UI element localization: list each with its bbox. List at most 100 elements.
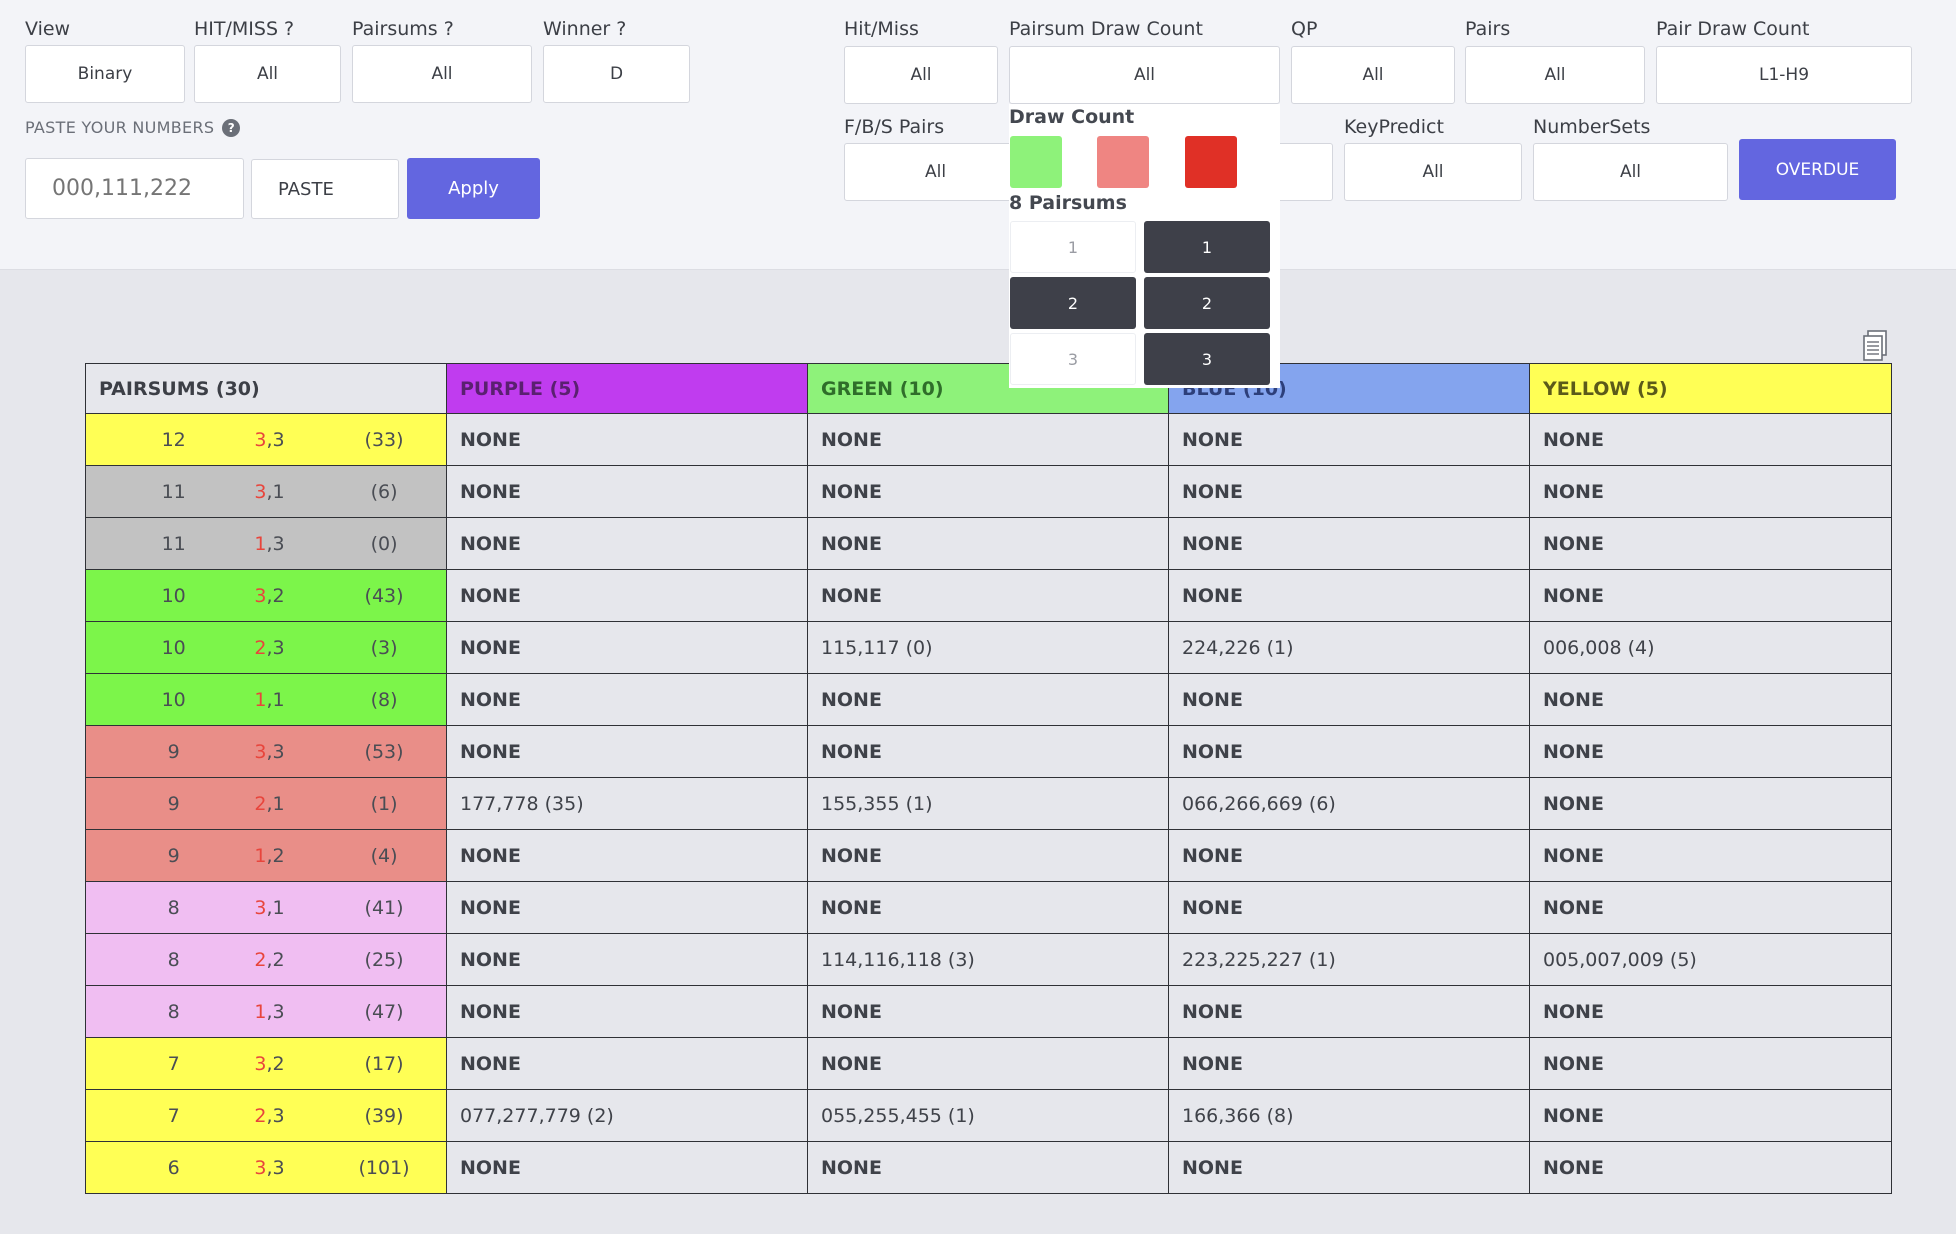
yellow-cell: NONE bbox=[1529, 725, 1892, 778]
purple-cell: 077,277,779 (2) bbox=[446, 1089, 808, 1142]
pairsum-count: (0) bbox=[370, 532, 398, 555]
yellow-cell: NONE bbox=[1529, 569, 1892, 622]
winner-q-label: Winner ? bbox=[543, 18, 627, 40]
pattern-first: 1 bbox=[254, 1000, 267, 1023]
pairsum-cell[interactable]: 9 3,3 (53) bbox=[85, 725, 447, 778]
pairsum-cell[interactable]: 10 3,2 (43) bbox=[85, 569, 447, 622]
pattern-second: 1 bbox=[272, 480, 285, 503]
pairsum-pattern: 3,1 bbox=[254, 480, 285, 503]
table-row: 11 1,3 (0) NONE NONE NONE NONE bbox=[85, 517, 1892, 570]
pattern-first: 3 bbox=[254, 480, 267, 503]
pairsum-draw-count-dropdown: Draw Count 8 Pairsums 1 2 3 1 2 3 bbox=[1009, 104, 1280, 388]
pairsum-value: 6 bbox=[167, 1156, 180, 1179]
pairsum-cell[interactable]: 10 2,3 (3) bbox=[85, 621, 447, 674]
pairsum-cell[interactable]: 11 3,1 (6) bbox=[85, 465, 447, 518]
fbs-pairs-label: F/B/S Pairs bbox=[844, 116, 945, 138]
pairsum-cell[interactable]: 12 3,3 (33) bbox=[85, 413, 447, 466]
blue-cell: 066,266,669 (6) bbox=[1168, 777, 1530, 830]
overdue-button[interactable]: OVERDUE bbox=[1739, 139, 1896, 200]
pairsum-pattern: 1,1 bbox=[254, 688, 285, 711]
header-purple[interactable]: PURPLE (5) bbox=[446, 363, 808, 414]
purple-cell: NONE bbox=[446, 413, 808, 466]
pairsum-left-option-2[interactable]: 2 bbox=[1010, 277, 1136, 329]
table-row: 6 3,3 (101) NONE NONE NONE NONE bbox=[85, 1141, 1892, 1194]
winner-q-select[interactable]: D bbox=[543, 45, 690, 103]
view-select[interactable]: Binary bbox=[25, 45, 185, 103]
pairsum-cell[interactable]: 9 1,2 (4) bbox=[85, 829, 447, 882]
copy-icon[interactable] bbox=[1862, 330, 1888, 362]
pairsum-cell[interactable]: 7 3,2 (17) bbox=[85, 1037, 447, 1090]
table-row: 9 2,1 (1) 177,778 (35) 155,355 (1) 066,266,66… bbox=[85, 777, 1892, 830]
pairsum-content: 7 2,3 (39) bbox=[99, 1090, 433, 1141]
qp-select[interactable]: All bbox=[1291, 46, 1455, 104]
pattern-second: 3 bbox=[272, 1104, 285, 1127]
paste-button[interactable]: PASTE bbox=[251, 159, 399, 219]
pairsum-cell[interactable]: 11 1,3 (0) bbox=[85, 517, 447, 570]
pairsum-left-option-3[interactable]: 3 bbox=[1010, 333, 1136, 385]
pairsum-right-option-3[interactable]: 3 bbox=[1144, 333, 1270, 385]
pairsum-content: 6 3,3 (101) bbox=[99, 1142, 433, 1193]
pairsum-cell[interactable]: 9 2,1 (1) bbox=[85, 777, 447, 830]
pair-draw-count-select[interactable]: L1-H9 bbox=[1656, 46, 1912, 104]
green-cell: NONE bbox=[807, 673, 1169, 726]
pink-swatch[interactable] bbox=[1097, 136, 1149, 188]
header-pairsums[interactable]: PAIRSUMS (30) bbox=[85, 363, 447, 414]
green-swatch[interactable] bbox=[1010, 136, 1062, 188]
blue-cell: NONE bbox=[1168, 517, 1530, 570]
pairsum-right-option-2[interactable]: 2 bbox=[1144, 277, 1270, 329]
pairsum-value: 12 bbox=[161, 428, 186, 451]
pairsum-draw-count-select[interactable]: All bbox=[1009, 46, 1280, 104]
pairsum-content: 9 3,3 (53) bbox=[99, 726, 433, 777]
green-cell: NONE bbox=[807, 1037, 1169, 1090]
pairsum-cell[interactable]: 8 1,3 (47) bbox=[85, 985, 447, 1038]
table-header-row: PAIRSUMS (30) PURPLE (5) GREEN (10) BLUE… bbox=[85, 363, 1892, 414]
table-row: 8 1,3 (47) NONE NONE NONE NONE bbox=[85, 985, 1892, 1038]
blue-cell: NONE bbox=[1168, 881, 1530, 934]
pairsum-pattern: 1,3 bbox=[254, 1000, 285, 1023]
pairsum-cell[interactable]: 10 1,1 (8) bbox=[85, 673, 447, 726]
purple-cell: NONE bbox=[446, 829, 808, 882]
help-icon[interactable]: ? bbox=[222, 118, 241, 137]
purple-cell: NONE bbox=[446, 881, 808, 934]
red-swatch[interactable] bbox=[1185, 136, 1237, 188]
blue-cell: NONE bbox=[1168, 673, 1530, 726]
keypredict-label: KeyPredict bbox=[1344, 116, 1444, 138]
numbersets-select[interactable]: All bbox=[1533, 143, 1728, 201]
pairsum-cell[interactable]: 7 2,3 (39) bbox=[85, 1089, 447, 1142]
pairsum-count: (17) bbox=[364, 1052, 404, 1075]
hitmiss-q-select[interactable]: All bbox=[194, 45, 341, 103]
purple-cell: NONE bbox=[446, 465, 808, 518]
pairsum-cell[interactable]: 8 2,2 (25) bbox=[85, 933, 447, 986]
table-row: 10 2,3 (3) NONE 115,117 (0) 224,226 (1) 006,00… bbox=[85, 621, 1892, 674]
pattern-first: 1 bbox=[254, 688, 267, 711]
pairsum-cell[interactable]: 6 3,3 (101) bbox=[85, 1141, 447, 1194]
header-green[interactable]: GREEN (10) bbox=[807, 363, 1169, 414]
hitmiss-q-label: HIT/MISS ? bbox=[194, 18, 295, 40]
pattern-second: 3 bbox=[272, 740, 285, 763]
table-row: 8 3,1 (41) NONE NONE NONE NONE bbox=[85, 881, 1892, 934]
hitmiss-label: Hit/Miss bbox=[844, 18, 919, 40]
yellow-cell: 006,008 (4) bbox=[1529, 621, 1892, 674]
purple-cell: NONE bbox=[446, 569, 808, 622]
green-cell: NONE bbox=[807, 725, 1169, 778]
header-yellow[interactable]: YELLOW (5) bbox=[1529, 363, 1892, 414]
table-row: 7 2,3 (39) 077,277,779 (2) 055,255,455 (1) 16… bbox=[85, 1089, 1892, 1142]
keypredict-select[interactable]: All bbox=[1344, 143, 1522, 201]
green-cell: 055,255,455 (1) bbox=[807, 1089, 1169, 1142]
hitmiss-select[interactable]: All bbox=[844, 46, 998, 104]
pairsum-right-option-1[interactable]: 1 bbox=[1144, 221, 1270, 273]
numbers-input[interactable] bbox=[25, 158, 244, 219]
apply-button[interactable]: Apply bbox=[407, 158, 540, 219]
filter-panel: View Binary HIT/MISS ? All Pairsums ? Al… bbox=[0, 0, 1956, 270]
pairsum-left-option-1[interactable]: 1 bbox=[1010, 221, 1136, 273]
pairs-select[interactable]: All bbox=[1465, 46, 1645, 104]
table-row: 11 3,1 (6) NONE NONE NONE NONE bbox=[85, 465, 1892, 518]
pairsum-value: 7 bbox=[167, 1104, 180, 1127]
pattern-second: 2 bbox=[272, 844, 285, 867]
pairsums-q-select[interactable]: All bbox=[352, 45, 532, 103]
pattern-second: 3 bbox=[272, 636, 285, 659]
yellow-cell: NONE bbox=[1529, 1037, 1892, 1090]
pairsum-content: 10 3,2 (43) bbox=[99, 570, 433, 621]
pairsum-cell[interactable]: 8 3,1 (41) bbox=[85, 881, 447, 934]
pairsum-content: 8 1,3 (47) bbox=[99, 986, 433, 1037]
